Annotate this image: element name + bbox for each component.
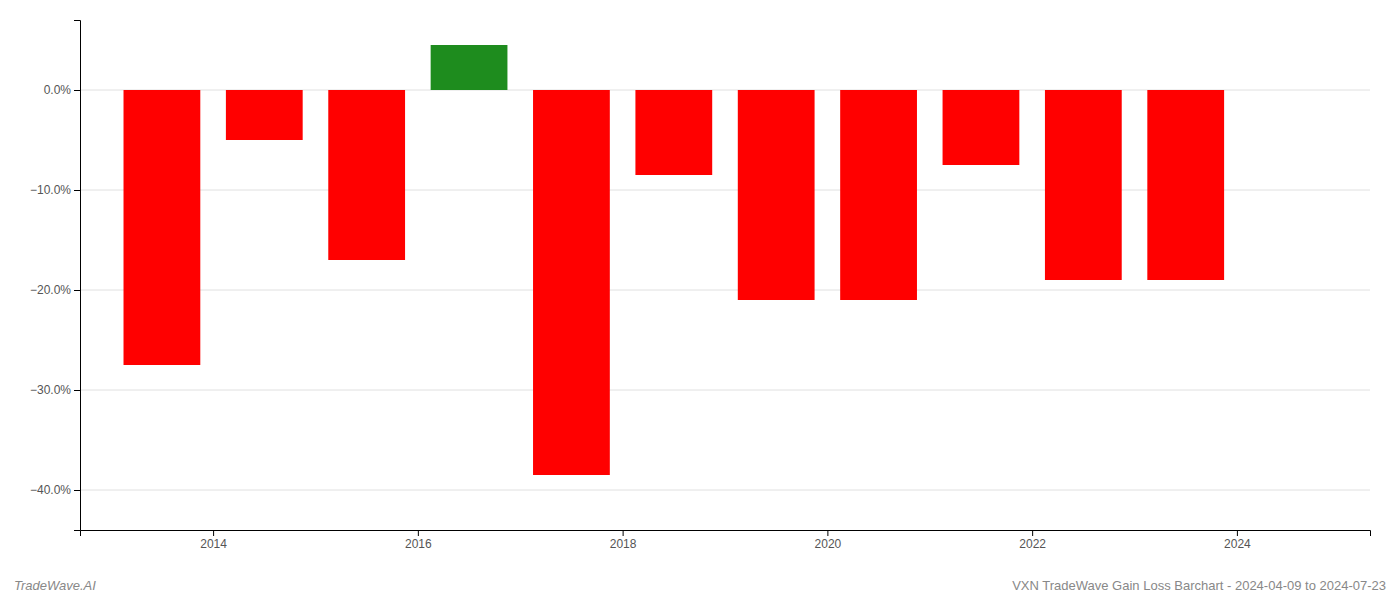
axis-line [74, 21, 81, 531]
tick-mark [213, 530, 214, 536]
tick-label: 0.0% [44, 83, 72, 97]
tick-mark [74, 290, 80, 291]
chart: 0.0% −10.0% −20.0% −30.0% −40.0% 2014 2016 2018… [0, 0, 1400, 600]
tick-mark [418, 530, 419, 536]
grid [80, 90, 1370, 490]
bar [1147, 90, 1224, 280]
plot-area: 0.0% −10.0% −20.0% −30.0% −40.0% 2014 2016 2018… [30, 21, 1371, 551]
bar [943, 90, 1020, 165]
tick-label: 2022 [1019, 537, 1046, 551]
tick-label: −40.0% [30, 483, 71, 497]
tick-label: 2024 [1224, 537, 1251, 551]
axis-line [81, 531, 1371, 537]
grid-line [80, 290, 1370, 291]
x-axis: 2014 2016 2018 2020 2022 2024 [81, 530, 1371, 551]
grid-line [80, 390, 1370, 391]
tick: 2014 [200, 530, 227, 551]
tick: 2022 [1019, 530, 1046, 551]
tick: 2016 [405, 530, 432, 551]
tick-mark [74, 390, 80, 391]
tick-mark [1032, 530, 1033, 536]
tick: −30.0% [30, 383, 80, 397]
bars [124, 45, 1225, 475]
annotation: VXN TradeWave Gain Loss Barchart - 2024-… [1012, 578, 1386, 593]
bar [533, 90, 610, 475]
tick-mark [827, 530, 828, 536]
tick-label: −20.0% [30, 283, 71, 297]
tick-label: −10.0% [30, 183, 71, 197]
bar [328, 90, 405, 260]
tick-label: 2018 [610, 537, 637, 551]
tick: 2018 [610, 530, 637, 551]
bar [1045, 90, 1122, 280]
grid-line [80, 490, 1370, 491]
tick: 2020 [815, 530, 842, 551]
bar [124, 90, 201, 365]
bar [635, 90, 712, 175]
tick-mark [623, 530, 624, 536]
bar [840, 90, 917, 300]
bar [226, 90, 303, 140]
tick-label: 2014 [200, 537, 227, 551]
tick-label: 2016 [405, 537, 432, 551]
bar [431, 45, 508, 90]
bar [738, 90, 815, 300]
tick-mark [74, 190, 80, 191]
tick: −10.0% [30, 183, 80, 197]
y-axis: 0.0% −10.0% −20.0% −30.0% −40.0% [30, 21, 81, 531]
tick-mark [74, 490, 80, 491]
tick: −40.0% [30, 483, 80, 497]
tick-label: 2020 [815, 537, 842, 551]
annotation: TradeWave.AI [14, 578, 96, 593]
tick: −20.0% [30, 283, 80, 297]
tick-mark [74, 90, 80, 91]
tick: 0.0% [44, 83, 80, 97]
tick: 2024 [1224, 530, 1251, 551]
tick-label: −30.0% [30, 383, 71, 397]
tick-mark [1237, 530, 1238, 536]
